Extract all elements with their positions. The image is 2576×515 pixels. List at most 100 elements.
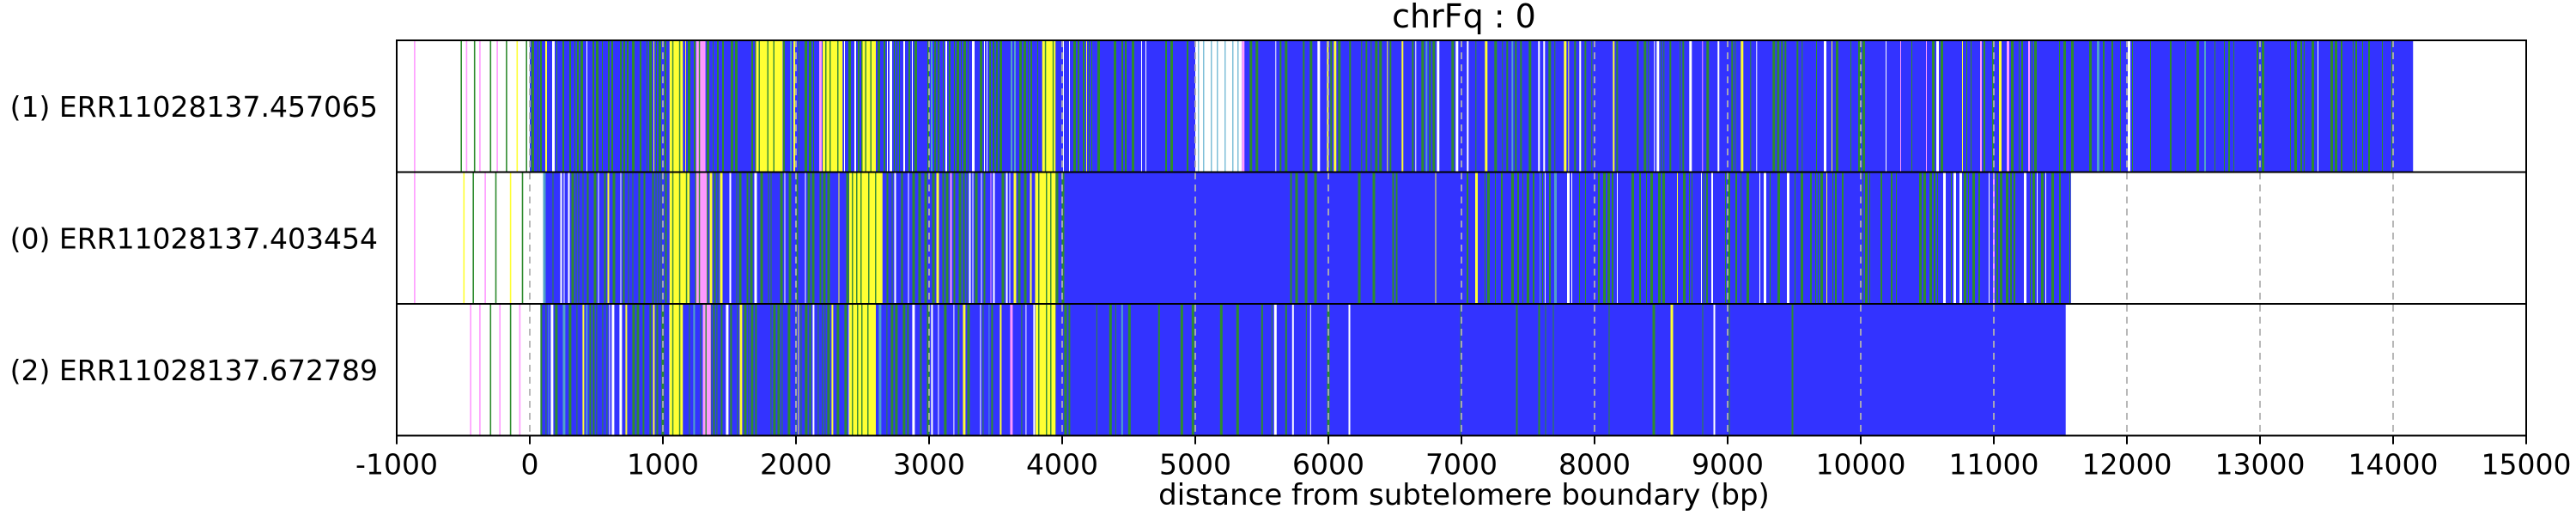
read-stripe <box>1387 40 1388 173</box>
read-stripe <box>1869 172 1870 304</box>
read-stripe <box>1170 40 1173 173</box>
read-stripe <box>1964 172 1966 304</box>
read-stripe <box>1349 40 1352 173</box>
read-stripe <box>1815 172 1816 304</box>
read-stripe <box>1706 40 1710 173</box>
read-stripe <box>726 304 729 436</box>
read-stripe <box>972 172 974 304</box>
read-stripe <box>552 40 555 173</box>
read-stripe <box>540 40 542 173</box>
read-stripe <box>700 304 702 436</box>
read-stripe <box>1896 172 1897 304</box>
read-stripe <box>1515 40 1517 173</box>
read-stripe <box>2071 40 2074 173</box>
read-stripe <box>817 304 819 436</box>
read-stripe <box>1089 40 1090 173</box>
read-stripe <box>543 172 546 304</box>
read-stripe <box>640 40 641 173</box>
read-stripe <box>593 172 597 304</box>
read-stripe <box>602 40 603 173</box>
read-stripe <box>555 304 558 436</box>
read-segment <box>669 304 683 436</box>
read-stripe <box>1661 40 1662 173</box>
read-stripe <box>781 304 783 436</box>
read-stripe <box>1361 40 1363 173</box>
read-stripe <box>1305 304 1307 436</box>
read-stripe <box>999 304 1002 436</box>
read-stripe <box>2170 40 2172 173</box>
read-stripe <box>656 304 659 436</box>
read-stripe <box>1495 172 1496 304</box>
read-stripe <box>569 40 571 173</box>
read-row <box>414 172 2071 304</box>
read-stripe <box>1295 172 1298 304</box>
read-stripe <box>894 172 896 304</box>
read-stripe <box>961 40 962 173</box>
read-stripe <box>2300 40 2302 173</box>
read-stripe <box>656 40 657 173</box>
read-stripe <box>938 304 939 436</box>
read-stripe <box>1978 172 1980 304</box>
read-stripe <box>945 172 949 304</box>
read-stripe <box>1836 40 1838 173</box>
read-stripe <box>694 40 696 173</box>
read-stripe <box>1379 40 1382 173</box>
row-label: (1) ERR11028137.457065 <box>10 90 378 124</box>
read-stripe <box>936 172 939 304</box>
read-stripe <box>2132 40 2133 173</box>
read-stripe <box>1425 40 1428 173</box>
read-stripe <box>1750 40 1752 173</box>
read-stripe <box>1617 172 1618 304</box>
read-stripe <box>1304 172 1308 304</box>
read-stripe <box>1603 172 1606 304</box>
read-stripe <box>689 304 690 436</box>
read-stripe <box>1290 172 1292 304</box>
read-stripe <box>1242 40 1245 173</box>
read-stripe <box>1764 172 1766 304</box>
read-stripe <box>2028 40 2030 173</box>
read-stripe <box>545 40 547 173</box>
read-stripe <box>1862 40 1865 173</box>
read-stripe <box>649 40 652 173</box>
read-stripe <box>1564 40 1567 173</box>
read-stripe <box>920 304 922 436</box>
read-mark <box>472 172 474 304</box>
row-label: (0) ERR11028137.403454 <box>10 221 378 255</box>
read-stripe <box>912 40 913 173</box>
read-stripe <box>1796 40 1799 173</box>
read-stripe <box>1485 40 1488 173</box>
read-stripe <box>2059 40 2060 173</box>
read-stripe <box>1261 304 1263 436</box>
read-stripe <box>2030 172 2031 304</box>
read-mark <box>489 304 492 436</box>
read-stripe <box>642 304 645 436</box>
read-stripe <box>586 40 587 173</box>
read-stripe <box>1646 172 1647 304</box>
read-stripe <box>1078 40 1079 173</box>
read-stripe <box>1579 172 1580 304</box>
read-stripe <box>1109 304 1112 436</box>
read-stripe <box>854 40 856 173</box>
read-stripe <box>1285 304 1287 436</box>
read-stripe <box>1702 40 1704 173</box>
read-stripe <box>586 304 588 436</box>
read-stripe <box>981 172 982 304</box>
read-stripe <box>1900 40 1901 173</box>
read-stripe <box>1502 40 1504 173</box>
read-stripe <box>571 172 574 304</box>
read-stripe <box>891 172 893 304</box>
read-stripe <box>748 304 750 436</box>
read-stripe <box>969 172 971 304</box>
read-stripe <box>1770 172 1771 304</box>
read-stripe <box>958 172 962 304</box>
read-stripe <box>685 40 686 173</box>
read-stripe <box>2224 40 2225 173</box>
x-tick-label: -1000 <box>355 448 438 482</box>
read-stripe <box>1455 40 1459 173</box>
read-stripe <box>846 172 849 304</box>
read-stripe <box>1980 40 1982 173</box>
read-stripe <box>780 172 783 304</box>
read-stripe <box>574 40 575 173</box>
read-stripe <box>2097 40 2099 173</box>
read-stripe <box>1121 304 1123 436</box>
